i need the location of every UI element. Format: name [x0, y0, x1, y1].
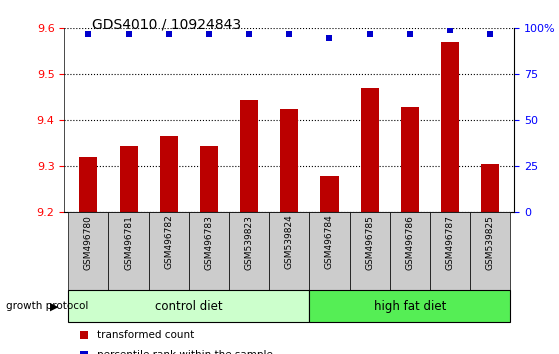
Bar: [361, 88, 378, 212]
Text: GSM496786: GSM496786: [405, 215, 414, 270]
Text: ▶: ▶: [50, 301, 59, 311]
Text: high fat diet: high fat diet: [373, 300, 446, 313]
Text: GSM496781: GSM496781: [124, 215, 133, 270]
Bar: [441, 42, 459, 212]
Bar: [269, 212, 309, 290]
Bar: [160, 136, 178, 212]
Text: GDS4010 / 10924843: GDS4010 / 10924843: [92, 18, 241, 32]
Bar: [189, 212, 229, 290]
Bar: [481, 164, 499, 212]
Bar: [240, 99, 258, 212]
Bar: [470, 212, 510, 290]
Bar: [390, 212, 430, 290]
Bar: [68, 290, 309, 322]
Bar: [280, 109, 299, 212]
Text: GSM539824: GSM539824: [285, 215, 294, 269]
Text: GSM496780: GSM496780: [84, 215, 93, 270]
Bar: [309, 212, 349, 290]
Bar: [68, 212, 108, 290]
Text: GSM496784: GSM496784: [325, 215, 334, 269]
Bar: [200, 145, 218, 212]
Text: transformed count: transformed count: [97, 330, 195, 341]
Text: GSM496782: GSM496782: [164, 215, 173, 269]
Text: GSM539823: GSM539823: [245, 215, 254, 270]
Bar: [120, 145, 138, 212]
Bar: [79, 157, 97, 212]
Text: GSM496785: GSM496785: [365, 215, 374, 270]
Bar: [430, 212, 470, 290]
Text: growth protocol: growth protocol: [6, 301, 88, 311]
Bar: [108, 212, 149, 290]
Bar: [401, 107, 419, 212]
Text: GSM539825: GSM539825: [486, 215, 495, 270]
Text: GSM496783: GSM496783: [205, 215, 214, 270]
Bar: [349, 212, 390, 290]
Text: percentile rank within the sample: percentile rank within the sample: [97, 350, 273, 354]
Bar: [229, 212, 269, 290]
Text: GSM496787: GSM496787: [446, 215, 454, 270]
Bar: [149, 212, 189, 290]
Text: control diet: control diet: [155, 300, 222, 313]
Bar: [309, 290, 510, 322]
Bar: [320, 176, 339, 212]
